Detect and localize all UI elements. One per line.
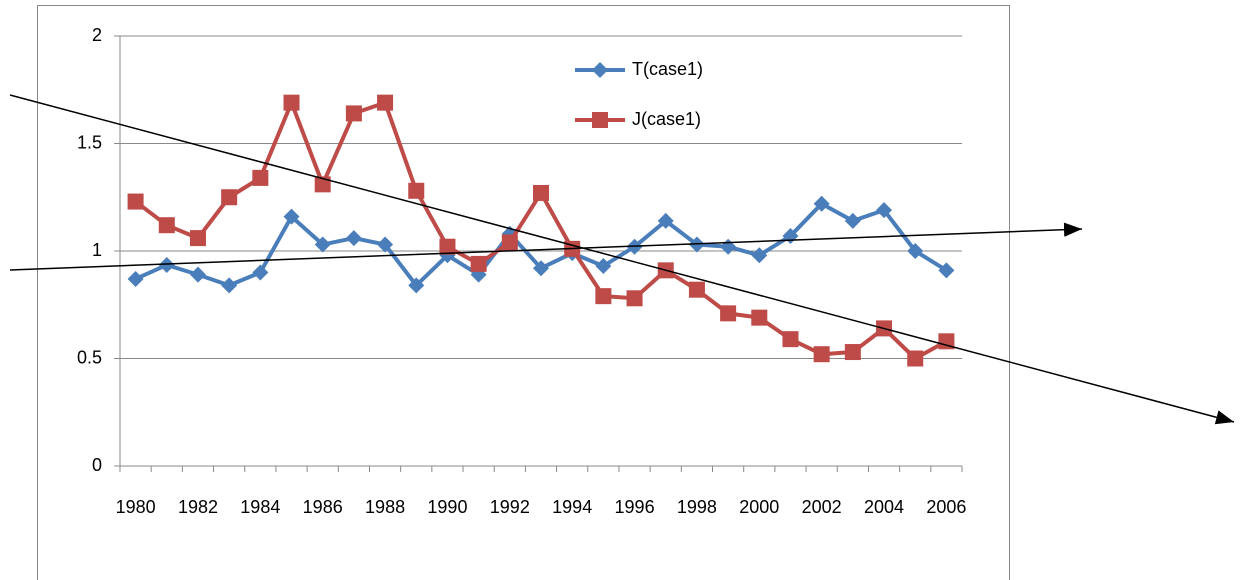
- data-point: [158, 256, 175, 273]
- data-point: [782, 331, 799, 348]
- legend-marker: [592, 62, 608, 78]
- data-point: [221, 277, 238, 294]
- data-point: [439, 238, 456, 255]
- data-point: [189, 230, 206, 247]
- x-tick-label: 1980: [116, 497, 156, 517]
- data-point: [252, 169, 269, 186]
- data-point: [626, 290, 643, 307]
- data-point: [345, 105, 362, 122]
- data-point: [657, 212, 674, 229]
- x-tick-label: 2006: [926, 497, 966, 517]
- data-point: [533, 260, 549, 277]
- data-point: [595, 258, 612, 275]
- x-tick-label: 1992: [490, 497, 530, 517]
- data-point: [751, 309, 768, 326]
- data-point: [595, 288, 612, 305]
- chart-border: [37, 5, 1010, 580]
- data-point: [688, 236, 705, 253]
- data-point: [158, 217, 175, 234]
- data-point: [127, 270, 144, 287]
- x-tick-label: 1986: [303, 497, 343, 517]
- data-point: [720, 238, 737, 255]
- data-point: [314, 236, 331, 253]
- data-point: [938, 262, 955, 279]
- series-line: [134, 100, 948, 361]
- legend-label: T(case1): [632, 59, 703, 79]
- y-tick-label: 0.5: [77, 347, 102, 367]
- data-point: [189, 266, 206, 283]
- data-point: [470, 255, 487, 272]
- y-tick-label: 2: [92, 25, 102, 45]
- annotation-arrow: [9, 94, 1235, 425]
- data-point: [813, 346, 830, 363]
- data-point: [127, 193, 144, 210]
- data-point: [533, 184, 549, 201]
- data-point: [907, 350, 924, 367]
- data-point: [844, 344, 861, 361]
- y-tick-label: 0: [92, 455, 102, 475]
- data-point: [751, 247, 768, 264]
- data-point: [377, 236, 394, 253]
- x-tick-label: 2004: [864, 497, 904, 517]
- y-tick-label: 1: [92, 240, 102, 260]
- y-tick-label: 1.5: [77, 132, 102, 152]
- x-tick-label: 1988: [365, 497, 405, 517]
- x-tick-label: 1996: [615, 497, 655, 517]
- data-point: [688, 281, 705, 298]
- data-point: [501, 234, 518, 251]
- data-point: [221, 189, 238, 206]
- data-point: [813, 195, 830, 212]
- legend-marker: [592, 112, 608, 128]
- x-tick-label: 1994: [552, 497, 592, 517]
- data-point: [283, 94, 300, 111]
- x-tick-label: 2002: [802, 497, 842, 517]
- data-point: [252, 264, 269, 281]
- x-tick-label: 1984: [240, 497, 280, 517]
- legend-label: J(case1): [632, 109, 701, 129]
- data-point: [408, 182, 425, 199]
- data-point: [938, 333, 955, 350]
- data-point: [377, 94, 394, 111]
- data-point: [876, 202, 893, 219]
- data-point: [345, 230, 362, 247]
- x-tick-label: 1998: [677, 497, 717, 517]
- data-point: [408, 277, 425, 294]
- data-point: [283, 208, 300, 225]
- data-point: [907, 243, 924, 259]
- x-tick-label: 1982: [178, 497, 218, 517]
- data-point: [720, 305, 737, 322]
- data-point: [844, 212, 861, 229]
- x-tick-label: 1990: [427, 497, 467, 517]
- x-tick-label: 2000: [739, 497, 779, 517]
- annotation-arrow: [9, 222, 1083, 271]
